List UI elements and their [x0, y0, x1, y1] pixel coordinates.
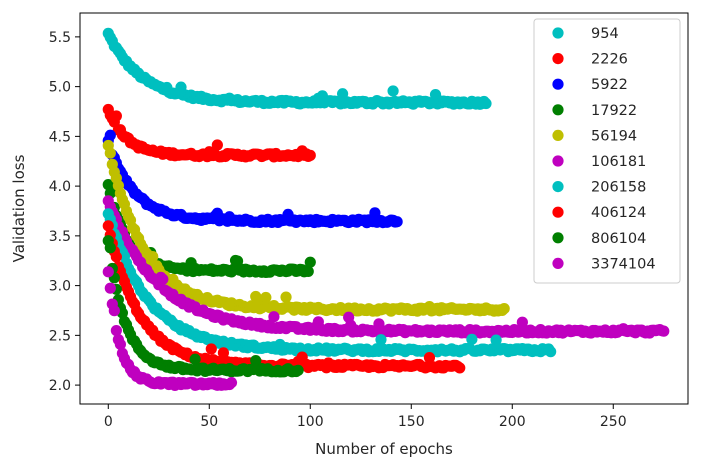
legend-marker [552, 206, 564, 218]
data-point [292, 364, 304, 376]
legend-label: 206158 [591, 180, 646, 196]
data-point [205, 343, 217, 355]
data-point [110, 324, 122, 337]
legend-label: 3374104 [591, 256, 656, 272]
legend-box [533, 18, 681, 284]
data-point [260, 291, 272, 304]
data-point [217, 347, 230, 359]
data-point [480, 97, 492, 110]
series-954 [102, 27, 492, 110]
data-point [387, 85, 399, 97]
plot-frame [79, 12, 689, 405]
data-point [104, 242, 116, 254]
data-point [114, 338, 126, 350]
data-point [658, 325, 670, 337]
data-point [268, 311, 280, 323]
data-point [104, 147, 116, 159]
data-point [304, 256, 316, 268]
legend-marker [552, 27, 564, 39]
x-tick-label: 50 [200, 414, 218, 430]
y-tick-label: 2.0 [49, 378, 71, 394]
data-point [104, 282, 116, 294]
legend-label: 5922 [591, 77, 628, 93]
legend-marker [552, 257, 564, 269]
axes: 0 50 100 150 200 250 2.0 2.5 3.0 3.5 4.0 4.5 5.0 5.5 [49, 30, 627, 430]
data-point [104, 129, 116, 141]
legend-label: 954 [591, 26, 619, 42]
data-point [490, 334, 502, 346]
data-point [391, 216, 403, 228]
legend-marker [552, 155, 564, 167]
legend-label: 17922 [591, 103, 637, 119]
legend-label: 56194 [591, 128, 637, 144]
data-point [375, 334, 387, 346]
y-axis-label: Validation loss [10, 154, 28, 262]
x-tick-label: 150 [398, 414, 425, 430]
data-point [250, 354, 262, 367]
y-tick-label: 3.5 [49, 229, 71, 245]
x-axis-label: Number of epochs [315, 440, 453, 458]
data-point [211, 139, 223, 151]
y-tick-label: 4.5 [49, 129, 71, 145]
series-3374104 [102, 266, 238, 392]
y-tick-label: 5.5 [49, 30, 71, 46]
data-point [157, 273, 169, 285]
y-tick-label: 5.0 [49, 80, 71, 96]
data-point [102, 220, 114, 232]
y-tick-label: 4.0 [49, 179, 71, 195]
data-point [108, 305, 120, 317]
data-point [545, 346, 557, 358]
data-point [225, 376, 238, 389]
x-tick-label: 250 [600, 414, 627, 430]
legend: 954 2226 5922 17922 56194 106181 206158 406124 8… [533, 18, 681, 284]
legend-label: 806104 [591, 231, 646, 247]
legend-marker [552, 181, 564, 193]
x-tick-label: 0 [104, 414, 113, 430]
data-point [110, 110, 122, 122]
series-56194 [102, 139, 510, 317]
data-point [423, 352, 436, 364]
data-point [454, 362, 466, 374]
series-106181 [102, 195, 670, 339]
data-point [102, 266, 114, 278]
data-point [466, 333, 478, 345]
legend-marker [552, 78, 564, 90]
legend-label: 406124 [591, 205, 646, 221]
y-tick-label: 2.5 [49, 328, 71, 344]
data-point [304, 149, 316, 161]
x-tick-label: 200 [499, 414, 526, 430]
legend-label: 106181 [591, 154, 646, 170]
data-point [498, 302, 510, 315]
legend-marker [552, 104, 564, 116]
legend-marker [552, 232, 564, 244]
data-point [110, 251, 122, 263]
y-tick-label: 3.0 [49, 279, 71, 295]
legend-marker [552, 129, 564, 141]
data-point [302, 265, 314, 277]
legend-label: 2226 [591, 52, 628, 68]
series-2226 [102, 103, 316, 163]
plot-marks [102, 27, 670, 392]
legend-marker [552, 53, 564, 65]
data-point [280, 291, 292, 303]
series-206158 [102, 208, 557, 358]
data-point [147, 250, 159, 263]
series-806104 [102, 235, 304, 378]
data-point [189, 353, 201, 365]
x-tick-label: 100 [297, 414, 324, 430]
